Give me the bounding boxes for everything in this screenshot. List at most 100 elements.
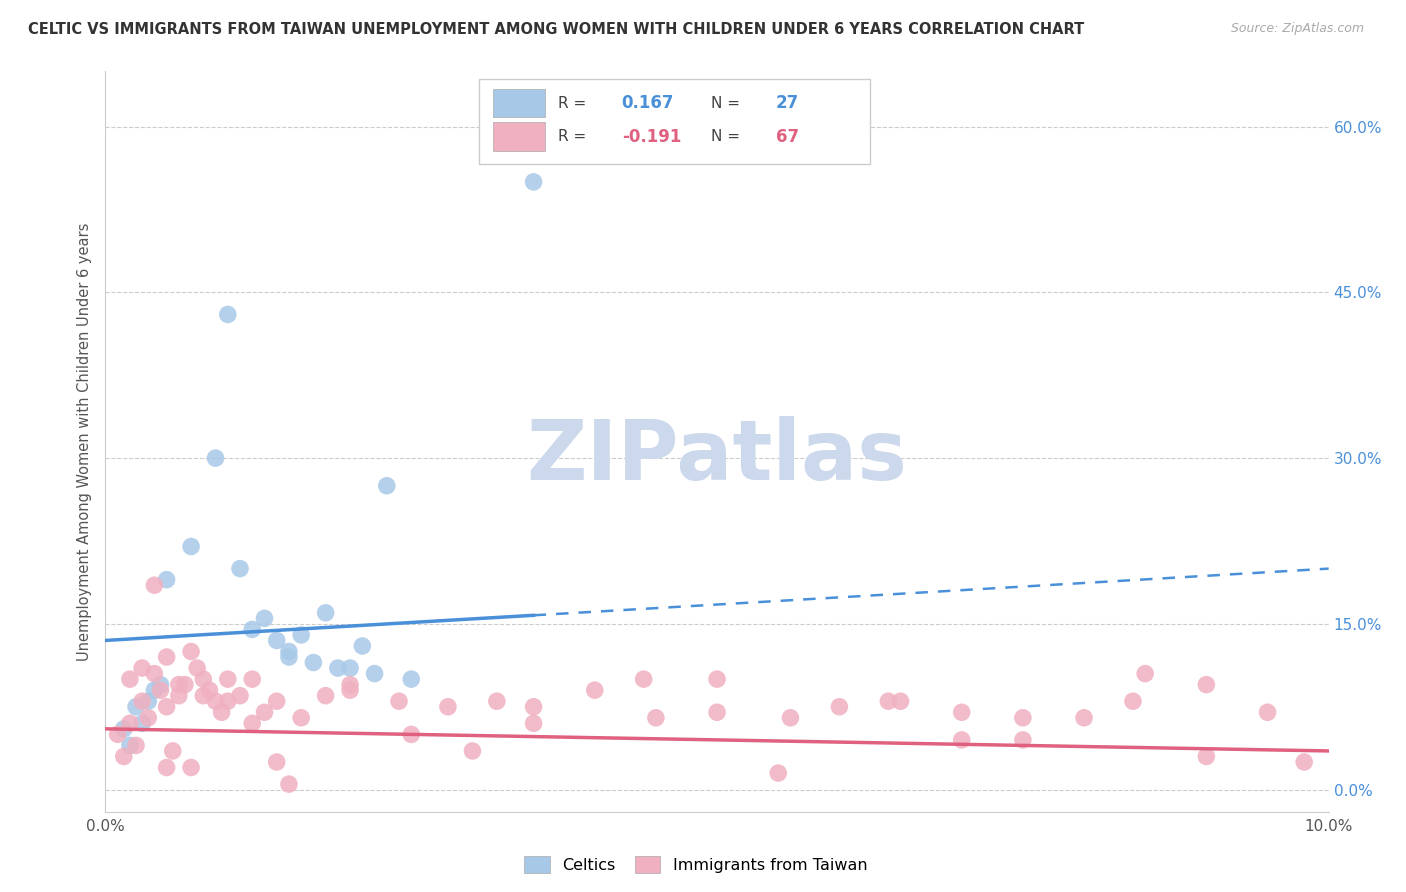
Point (136, 694, 159, 708)
Point (118, 739, 141, 753)
Text: -0.191: -0.191 (621, 128, 681, 145)
Point (779, 711, 801, 725)
Point (266, 694, 288, 708)
Point (315, 689, 337, 703)
Point (523, 175, 546, 189)
Text: N =: N = (711, 129, 745, 144)
Text: ZIPatlas: ZIPatlas (527, 416, 907, 497)
Point (131, 661, 153, 675)
Point (180, 540, 202, 554)
Point (461, 744, 484, 758)
Point (240, 716, 263, 731)
Point (180, 644, 202, 658)
Point (339, 683, 361, 698)
Point (363, 666, 385, 681)
Point (204, 451, 226, 466)
Point (1294, 755, 1316, 769)
Point (375, 479, 398, 493)
Text: 0.167: 0.167 (621, 95, 673, 112)
FancyBboxPatch shape (478, 78, 870, 164)
Point (1122, 694, 1144, 708)
Point (644, 711, 668, 725)
Point (211, 706, 233, 720)
Point (149, 678, 172, 692)
Point (167, 689, 190, 703)
Point (217, 694, 239, 708)
Point (118, 672, 141, 686)
Point (388, 694, 411, 708)
Point (266, 633, 288, 648)
Point (217, 308, 239, 322)
Point (107, 727, 129, 741)
Point (583, 683, 606, 698)
Text: N =: N = (711, 95, 745, 111)
Point (877, 694, 900, 708)
Point (326, 661, 349, 675)
Point (156, 760, 179, 774)
Point (1012, 711, 1035, 725)
Point (240, 672, 263, 686)
Y-axis label: Unemployment Among Women with Children Under 6 years: Unemployment Among Women with Children U… (77, 222, 93, 661)
Point (352, 639, 374, 653)
Point (1195, 749, 1218, 764)
Point (339, 678, 361, 692)
Point (186, 661, 208, 675)
Point (485, 694, 508, 708)
Point (278, 644, 301, 658)
Point (143, 683, 166, 698)
Point (266, 755, 288, 769)
Point (174, 678, 197, 692)
Point (302, 656, 325, 670)
Point (156, 650, 179, 665)
Point (828, 699, 851, 714)
Point (1073, 711, 1095, 725)
Legend: Celtics, Immigrants from Taiwan: Celtics, Immigrants from Taiwan (517, 849, 875, 880)
Text: Source: ZipAtlas.com: Source: ZipAtlas.com (1230, 22, 1364, 36)
Point (193, 672, 215, 686)
Point (112, 749, 135, 764)
Point (890, 694, 912, 708)
Point (950, 706, 973, 720)
Point (217, 672, 239, 686)
Point (950, 732, 973, 747)
Point (143, 666, 166, 681)
Point (112, 722, 135, 736)
Point (149, 683, 172, 698)
Point (167, 678, 190, 692)
Point (339, 661, 361, 675)
Point (136, 711, 159, 725)
Point (633, 672, 655, 686)
Point (290, 628, 312, 642)
Point (131, 716, 153, 731)
Point (768, 766, 790, 780)
Point (156, 573, 179, 587)
Point (204, 694, 226, 708)
Point (315, 606, 337, 620)
Point (290, 711, 312, 725)
Point (143, 578, 166, 592)
Point (131, 694, 153, 708)
Point (125, 739, 148, 753)
Point (278, 777, 301, 791)
Point (193, 689, 215, 703)
Point (156, 699, 179, 714)
Point (162, 744, 184, 758)
Bar (494, 122, 544, 151)
Point (1257, 706, 1279, 720)
Point (253, 611, 276, 625)
Text: R =: R = (558, 95, 591, 111)
Point (1012, 732, 1035, 747)
Point (401, 672, 423, 686)
Point (118, 716, 141, 731)
Point (229, 689, 252, 703)
Text: R =: R = (558, 129, 591, 144)
Point (1195, 678, 1218, 692)
Text: CELTIC VS IMMIGRANTS FROM TAIWAN UNEMPLOYMENT AMONG WOMEN WITH CHILDREN UNDER 6 : CELTIC VS IMMIGRANTS FROM TAIWAN UNEMPLO… (28, 22, 1084, 37)
Point (523, 699, 546, 714)
Point (401, 727, 423, 741)
Point (180, 760, 202, 774)
Point (706, 706, 728, 720)
Point (125, 699, 148, 714)
Point (278, 650, 301, 665)
Point (240, 623, 263, 637)
